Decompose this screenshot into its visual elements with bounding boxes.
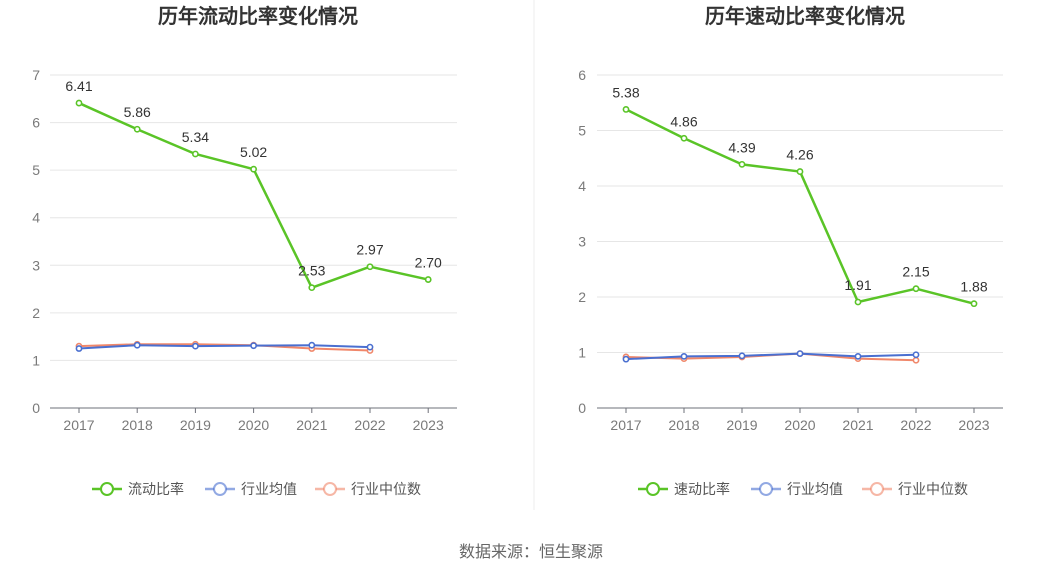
data-point xyxy=(133,125,141,133)
data-point xyxy=(912,356,920,364)
data-point xyxy=(366,343,374,351)
data-label: 1.91 xyxy=(844,277,871,293)
data-point xyxy=(680,352,688,360)
legend-item: 行业均值 xyxy=(205,481,297,497)
data-label: 5.02 xyxy=(240,144,267,160)
x-tick-label: 2018 xyxy=(122,417,153,433)
series-line xyxy=(78,343,371,352)
data-point xyxy=(912,285,920,293)
legend-item: 行业均值 xyxy=(751,481,843,497)
legend-label: 行业均值 xyxy=(787,481,843,497)
x-tick-label: 2020 xyxy=(784,417,815,433)
chart-2: 历年速动比率变化情况 0 1 2 3 4 5 6 2017 2018 2019 2020 2021 202… xyxy=(578,4,1003,497)
data-label: 4.86 xyxy=(670,113,697,129)
data-point xyxy=(191,342,199,350)
data-point xyxy=(366,263,374,271)
y-tick-label: 4 xyxy=(578,178,586,194)
data-point xyxy=(854,352,862,360)
y-tick-label: 7 xyxy=(32,67,40,83)
y-tick-label: 6 xyxy=(32,115,40,131)
y-tick-label: 5 xyxy=(32,162,40,178)
legend-label: 行业均值 xyxy=(241,481,297,497)
data-point xyxy=(75,345,83,352)
data-source-note: 数据来源：恒生聚源 xyxy=(458,542,603,561)
data-label: 2.70 xyxy=(415,255,442,271)
chart-1: 历年流动比率变化情况 0 1 2 3 4 5 6 7 2017 2018 2019 2020 2021 20… xyxy=(32,4,457,497)
data-point xyxy=(250,165,257,173)
chart-title: 历年流动比率变化情况 xyxy=(158,4,358,28)
data-label: 5.38 xyxy=(612,84,639,100)
data-point xyxy=(912,351,920,359)
legend-item: 行业中位数 xyxy=(862,481,968,497)
y-tick-label: 3 xyxy=(578,234,586,250)
series-line xyxy=(625,352,917,361)
data-point xyxy=(680,134,688,142)
data-point xyxy=(133,341,141,349)
x-tick-label: 2023 xyxy=(958,417,989,433)
x-tick-label: 2021 xyxy=(842,417,873,433)
legend-marker xyxy=(323,482,337,496)
data-point xyxy=(854,298,862,306)
x-tick-label: 2017 xyxy=(610,417,641,433)
x-tick-label: 2019 xyxy=(726,417,757,433)
data-point xyxy=(622,106,630,113)
legend-label: 行业中位数 xyxy=(351,481,421,497)
data-label: 4.39 xyxy=(728,139,755,155)
x-tick-label: 2021 xyxy=(296,417,327,433)
data-point xyxy=(424,276,432,283)
data-label: 4.26 xyxy=(786,147,813,163)
data-point xyxy=(796,350,804,358)
data-label: 5.34 xyxy=(182,129,209,145)
data-point xyxy=(75,99,83,107)
series-line xyxy=(78,344,371,350)
legend-label: 流动比率 xyxy=(128,481,184,497)
data-point xyxy=(738,352,746,360)
legend-label: 速动比率 xyxy=(674,481,730,497)
data-label: 6.41 xyxy=(65,78,92,94)
y-tick-label: 4 xyxy=(32,210,40,226)
data-point xyxy=(308,341,316,349)
data-point xyxy=(191,150,199,158)
data-label: 2.97 xyxy=(356,242,383,258)
legend-item: 行业中位数 xyxy=(315,481,421,497)
data-label: 2.15 xyxy=(902,264,929,280)
data-point xyxy=(622,355,630,363)
data-point xyxy=(308,284,316,292)
data-point xyxy=(970,300,978,308)
data-point xyxy=(738,160,746,168)
y-tick-label: 6 xyxy=(578,67,586,83)
x-tick-label: 2023 xyxy=(413,417,444,433)
y-tick-label: 5 xyxy=(578,123,586,139)
y-tick-label: 2 xyxy=(578,289,586,305)
x-tick-label: 2022 xyxy=(900,417,931,433)
x-tick-label: 2018 xyxy=(668,417,699,433)
legend-marker xyxy=(759,482,773,496)
x-tick-label: 2017 xyxy=(63,417,94,433)
x-tick-label: 2020 xyxy=(238,417,269,433)
y-tick-label: 2 xyxy=(32,305,40,321)
series-line xyxy=(78,101,429,289)
legend-marker xyxy=(646,482,660,496)
legend-label: 行业中位数 xyxy=(898,481,968,497)
data-point xyxy=(796,168,804,175)
x-tick-label: 2019 xyxy=(180,417,211,433)
legend-item: 速动比率 xyxy=(638,481,730,497)
y-tick-label: 1 xyxy=(578,345,586,361)
data-label: 5.86 xyxy=(124,104,151,120)
y-tick-label: 0 xyxy=(32,400,40,416)
y-tick-label: 3 xyxy=(32,257,40,273)
legend-marker xyxy=(870,482,884,496)
chart-title: 历年速动比率变化情况 xyxy=(705,4,905,28)
legend-marker xyxy=(100,482,114,496)
data-label: 1.88 xyxy=(960,279,987,295)
data-point xyxy=(250,342,257,350)
y-tick-label: 0 xyxy=(578,400,586,416)
legend-item: 流动比率 xyxy=(92,481,184,497)
x-tick-label: 2022 xyxy=(354,417,385,433)
data-label: 2.53 xyxy=(298,263,325,279)
y-tick-label: 1 xyxy=(32,352,40,368)
legend-marker xyxy=(213,482,227,496)
